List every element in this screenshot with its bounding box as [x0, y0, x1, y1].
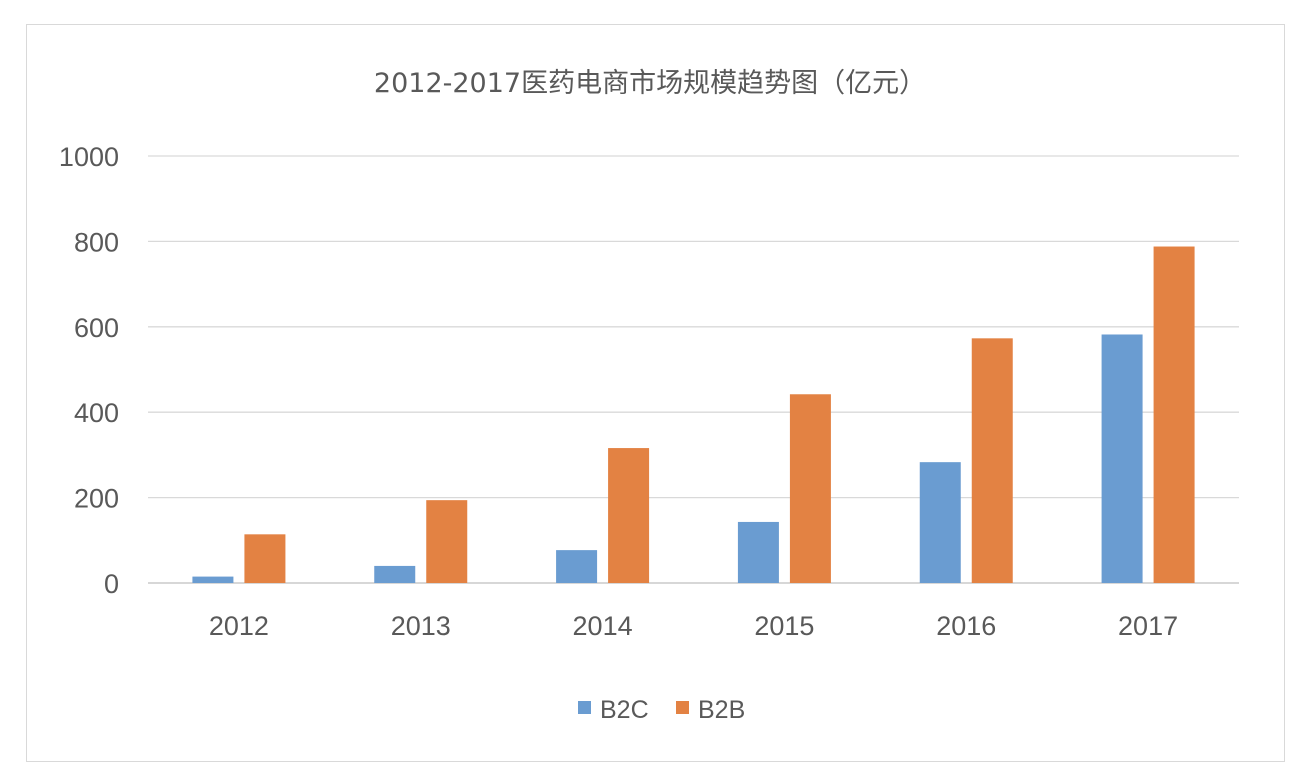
bar-b2c-2013: [374, 565, 416, 583]
legend-label-b2c: B2C: [600, 696, 649, 724]
x-tick-label: 2013: [391, 611, 451, 641]
chart-frame: [26, 24, 1285, 762]
legend-swatch-b2c: [578, 701, 591, 714]
bar-b2b-2013: [426, 500, 468, 583]
bar-b2c-2014: [556, 550, 598, 583]
bar-b2c-2017: [1101, 334, 1143, 583]
legend: B2C B2B: [578, 696, 745, 724]
legend-label-b2b: B2B: [698, 696, 745, 724]
y-axis-ticks: 0 200 400 600 800 1000: [59, 142, 119, 599]
bar-b2c-2015: [737, 521, 779, 583]
x-tick-label: 2012: [209, 611, 269, 641]
y-tick-label: 400: [74, 398, 119, 428]
y-tick-label: 1000: [59, 142, 119, 172]
bar-b2b-2012: [244, 534, 286, 583]
bar-b2b-2014: [608, 448, 650, 583]
x-tick-label: 2014: [573, 611, 633, 641]
gridlines: [148, 155, 1239, 584]
chart-title: 2012-2017医药电商市场规模趋势图（亿元）: [374, 68, 926, 99]
bar-b2b-2017: [1153, 246, 1195, 584]
y-tick-label: 0: [104, 569, 119, 599]
x-tick-label: 2016: [936, 611, 996, 641]
y-tick-label: 600: [74, 313, 119, 343]
x-tick-label: 2017: [1118, 611, 1178, 641]
bar-b2c-2016: [919, 462, 961, 583]
x-tick-label: 2015: [754, 611, 814, 641]
x-axis-ticks: 2012 2013 2014 2015 2016 2017: [209, 611, 1178, 641]
bar-b2c-2012: [192, 576, 234, 583]
legend-swatch-b2b: [676, 701, 689, 714]
bar-b2b-2015: [789, 394, 831, 583]
y-tick-label: 800: [74, 227, 119, 257]
bar-b2b-2016: [971, 338, 1013, 583]
y-tick-label: 200: [74, 484, 119, 514]
bars: [192, 246, 1195, 584]
